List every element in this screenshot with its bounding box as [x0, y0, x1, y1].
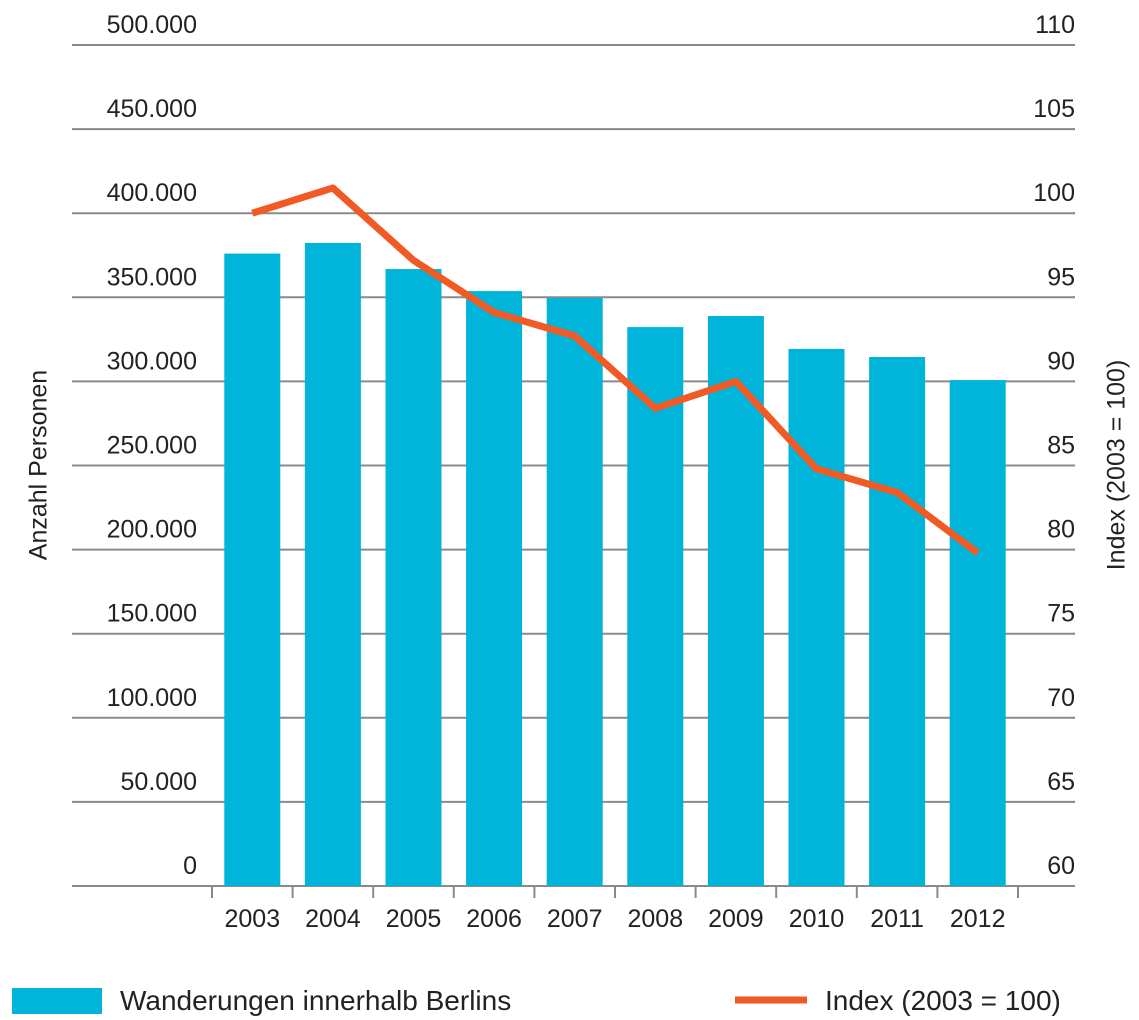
bar: [224, 253, 281, 886]
legend-swatch: [12, 988, 102, 1014]
x-tick-label: 2007: [547, 905, 603, 933]
x-tick-label: 2004: [305, 905, 361, 933]
x-tick-label: 2009: [708, 905, 764, 933]
y-tick-label: 100.000: [107, 684, 197, 712]
y-axis-label: Anzahl Personen: [25, 370, 53, 560]
y-tick-label: 200.000: [107, 516, 197, 544]
y-tick-label: 0: [183, 852, 197, 880]
y2-tick-label: 100: [1033, 179, 1075, 207]
line: [251, 184, 980, 556]
legend-label: Wanderungen innerhalb Berlins: [120, 985, 511, 1016]
bar: [788, 348, 845, 887]
y2-tick-label: 75: [1047, 600, 1075, 628]
y-tick-label: 300.000: [107, 347, 197, 375]
bar: [627, 327, 684, 886]
y2-tick-label: 95: [1047, 263, 1075, 291]
bar: [707, 315, 764, 886]
y2-tick-label: 60: [1047, 852, 1075, 880]
x-tick-label: 2011: [870, 905, 924, 933]
y-tick-label: 350.000: [107, 263, 197, 291]
y-tick-label: 400.000: [107, 179, 197, 207]
y-tick-label: 250.000: [107, 432, 197, 460]
y2-tick-label: 70: [1047, 684, 1075, 712]
bar: [546, 297, 603, 887]
bar: [385, 269, 442, 887]
y2-tick-label: 65: [1047, 768, 1075, 796]
y2-axis-label: Index (2003 = 100): [1103, 360, 1131, 571]
x-tick-label: 2012: [950, 905, 1006, 933]
y-tick-label: 450.000: [107, 95, 197, 123]
y2-tick-label: 105: [1033, 95, 1075, 123]
bar: [949, 380, 1006, 886]
y2-tick-label: 80: [1047, 516, 1075, 544]
legend-label: Index (2003 = 100): [825, 985, 1061, 1016]
y-tick-label: 150.000: [107, 600, 197, 628]
y-tick-label: 50.000: [121, 768, 197, 796]
x-tick-label: 2008: [627, 905, 683, 933]
bar: [869, 357, 926, 886]
y2-tick-label: 110: [1035, 11, 1075, 39]
y2-tick-label: 85: [1047, 432, 1075, 460]
x-tick-label: 2005: [386, 905, 442, 933]
x-tick-label: 2003: [224, 905, 280, 933]
bar: [304, 242, 361, 886]
bar: [466, 291, 523, 886]
x-tick-label: 2010: [789, 905, 845, 933]
y2-tick-label: 90: [1047, 347, 1075, 375]
x-tick-label: 2006: [466, 905, 522, 933]
y-tick-label: 500.000: [107, 11, 197, 39]
